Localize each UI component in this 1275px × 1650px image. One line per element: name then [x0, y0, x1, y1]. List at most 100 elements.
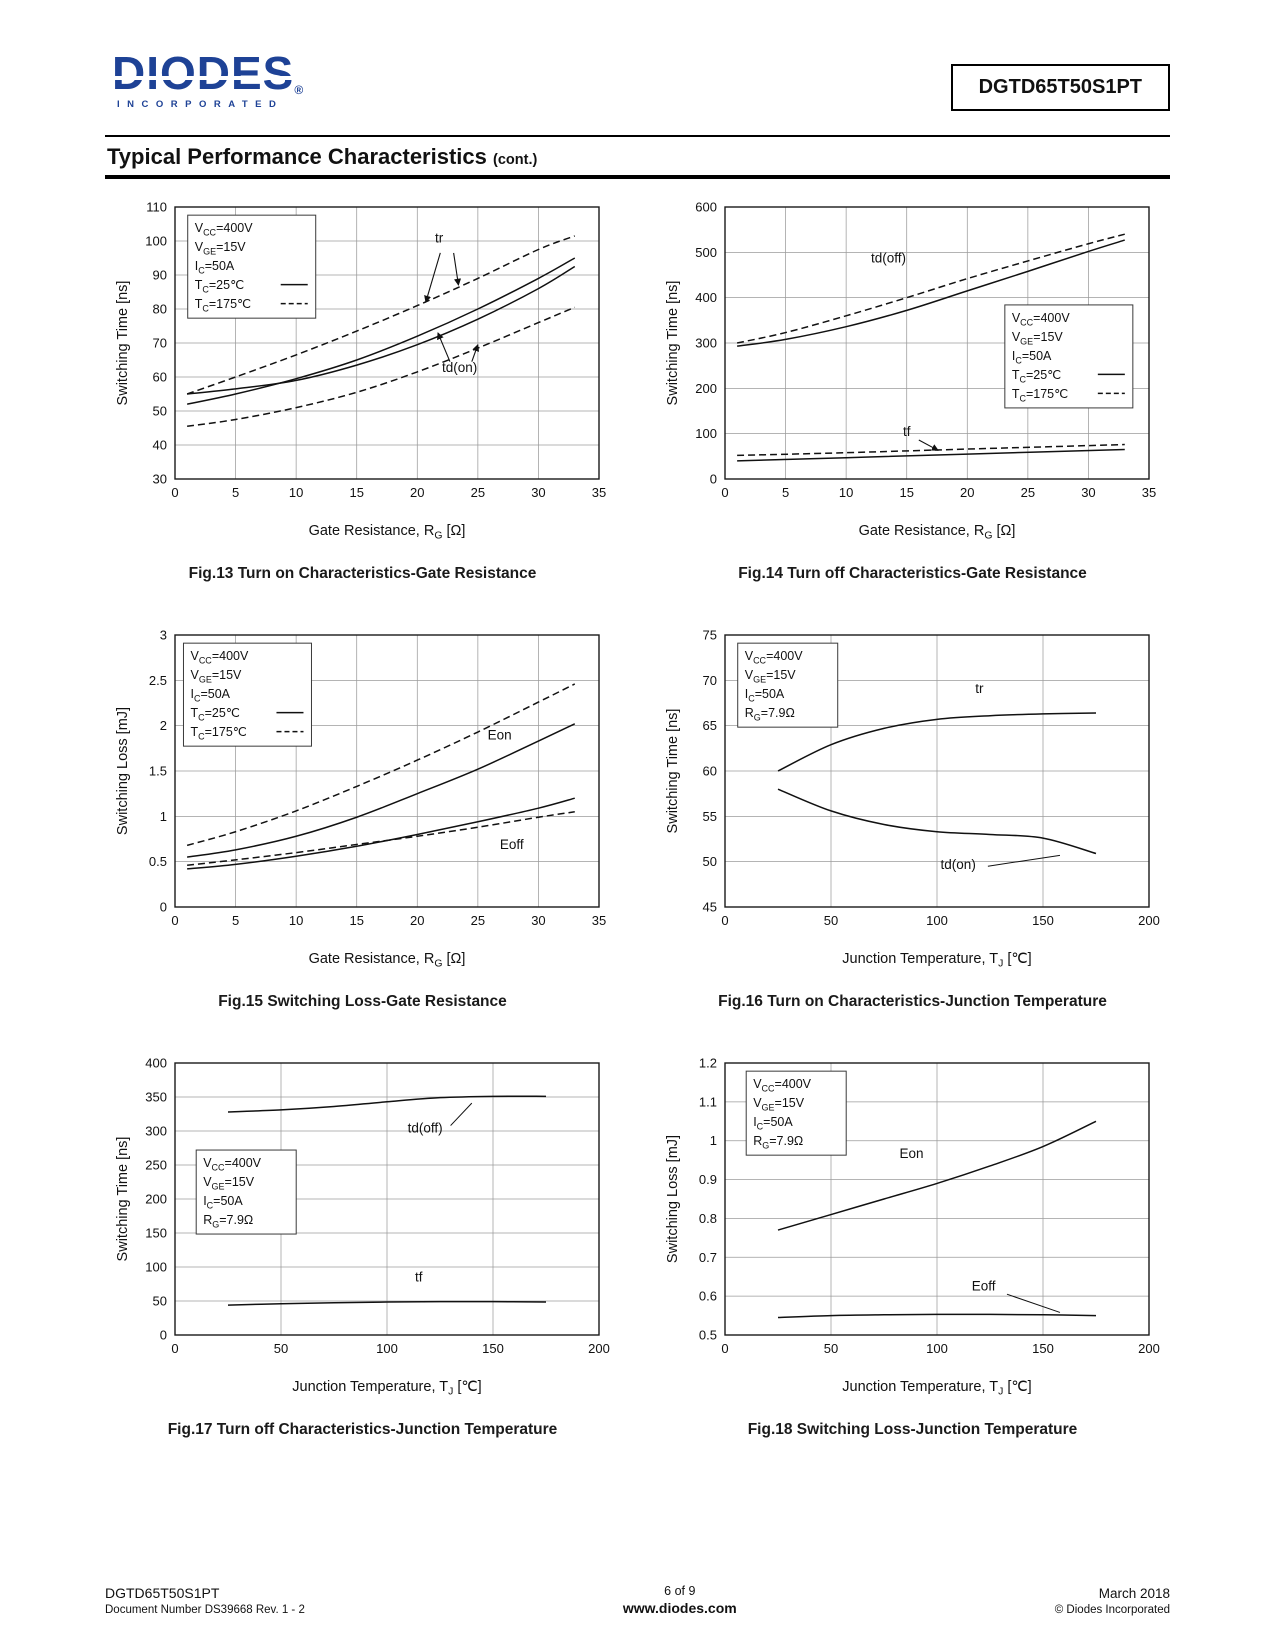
svg-text:300: 300 [145, 1123, 167, 1138]
svg-text:150: 150 [482, 1341, 504, 1356]
svg-text:RG=7.9Ω: RG=7.9Ω [203, 1213, 253, 1230]
svg-text:70: 70 [702, 672, 716, 687]
svg-text:td(on): td(on) [442, 359, 477, 374]
svg-text:VGE=15V: VGE=15V [1011, 329, 1063, 346]
svg-text:0: 0 [721, 1341, 728, 1356]
svg-text:200: 200 [1138, 1341, 1160, 1356]
svg-text:TC=175℃: TC=175℃ [1011, 386, 1067, 403]
svg-text:45: 45 [702, 899, 716, 914]
section-title-row: Typical Performance Characteristics (con… [107, 144, 1170, 170]
svg-text:150: 150 [1032, 1341, 1054, 1356]
svg-text:Gate Resistance, RG [Ω]: Gate Resistance, RG [Ω] [308, 951, 465, 970]
svg-text:1.5: 1.5 [148, 763, 166, 778]
svg-text:TC=25℃: TC=25℃ [194, 278, 243, 295]
footer-left: DGTD65T50S1PT Document Number DS39668 Re… [105, 1585, 305, 1616]
svg-text:30: 30 [1081, 485, 1095, 500]
svg-text:VGE=15V: VGE=15V [194, 240, 246, 257]
svg-text:60: 60 [702, 763, 716, 778]
svg-text:IC=50A: IC=50A [190, 687, 230, 704]
svg-text:IC=50A: IC=50A [203, 1194, 243, 1211]
svg-text:td(off): td(off) [871, 250, 906, 265]
svg-text:30: 30 [531, 913, 545, 928]
svg-text:Switching Time [ns]: Switching Time [ns] [665, 280, 681, 405]
svg-text:50: 50 [152, 1293, 166, 1308]
svg-text:0.8: 0.8 [698, 1210, 716, 1225]
diodes-logo-subtext: INCORPORATED [117, 99, 284, 110]
fig15-chart: 0 5 10 15 20 25 30 35 0 0.5 1 1.5 2 2.5 3 Gate Resistan… [115, 627, 606, 970]
svg-text:30: 30 [152, 471, 166, 486]
svg-text:RG=7.9Ω: RG=7.9Ω [744, 706, 794, 723]
svg-text:50: 50 [702, 854, 716, 869]
footer-center: 6 of 9 www.diodes.com [623, 1584, 737, 1616]
svg-text:50: 50 [823, 1341, 837, 1356]
fig13-caption: Fig.13 Turn on Characteristics-Gate Resi… [188, 564, 537, 582]
svg-text:0: 0 [171, 1341, 178, 1356]
footer-right: March 2018 © Diodes Incorporated [1055, 1586, 1170, 1616]
section-title-note: (cont.) [493, 152, 538, 168]
svg-text:0: 0 [721, 913, 728, 928]
svg-text:0.5: 0.5 [148, 854, 166, 869]
svg-text:IC=50A: IC=50A [1011, 348, 1051, 365]
svg-text:2: 2 [159, 718, 166, 733]
svg-text:25: 25 [470, 485, 484, 500]
fig18-chart: 0 50 100 150 200 0.5 0.6 0.7 0.8 0.9 1 1.1 1.2 Juncti… [665, 1055, 1160, 1397]
svg-text:0: 0 [171, 913, 178, 928]
svg-text:100: 100 [376, 1341, 398, 1356]
svg-text:200: 200 [695, 380, 717, 395]
svg-text:VCC=400V: VCC=400V [194, 221, 252, 238]
svg-text:Eoff: Eoff [499, 836, 523, 851]
svg-text:35: 35 [1141, 485, 1155, 500]
svg-text:35: 35 [591, 913, 605, 928]
svg-text:150: 150 [1032, 913, 1054, 928]
svg-text:Switching Time [ns]: Switching Time [ns] [115, 1136, 131, 1261]
svg-text:50: 50 [273, 1341, 287, 1356]
svg-text:100: 100 [695, 426, 717, 441]
svg-text:Switching Loss [mJ]: Switching Loss [mJ] [665, 1134, 681, 1262]
svg-text:1: 1 [159, 808, 166, 823]
svg-text:0: 0 [171, 485, 178, 500]
svg-text:TC=175℃: TC=175℃ [190, 725, 246, 742]
svg-text:1: 1 [709, 1133, 716, 1148]
registered-trademark-icon: ® [294, 83, 304, 97]
svg-text:Eon: Eon [487, 727, 511, 742]
svg-text:TC=25℃: TC=25℃ [1011, 367, 1060, 384]
svg-text:100: 100 [926, 1341, 948, 1356]
svg-text:20: 20 [410, 485, 424, 500]
fig13-figure: 0 5 10 15 20 25 30 35 30 40 50 60 70 80 90 100 110 Gate R… [103, 193, 623, 583]
fig13-chart: 0 5 10 15 20 25 30 35 30 40 50 60 70 80 90 100 110 Gate R… [115, 199, 606, 541]
svg-text:IC=50A: IC=50A [753, 1115, 793, 1132]
svg-text:Eon: Eon [899, 1146, 923, 1161]
svg-text:VCC=400V: VCC=400V [190, 649, 248, 666]
svg-text:Switching Time [ns]: Switching Time [ns] [665, 708, 681, 833]
svg-text:VGE=15V: VGE=15V [753, 1096, 805, 1113]
svg-text:90: 90 [152, 267, 166, 282]
divider-top [105, 135, 1170, 137]
svg-text:150: 150 [145, 1225, 167, 1240]
svg-text:200: 200 [145, 1191, 167, 1206]
svg-text:10: 10 [838, 485, 852, 500]
fig17-figure: 0 50 100 150 200 0 50 100 150 200 250 300 350 400 Junc… [103, 1049, 623, 1439]
svg-text:600: 600 [695, 199, 717, 214]
svg-text:tr: tr [434, 230, 443, 245]
svg-text:5: 5 [231, 913, 238, 928]
svg-text:15: 15 [349, 485, 363, 500]
svg-text:VGE=15V: VGE=15V [744, 668, 796, 685]
svg-text:TC=25℃: TC=25℃ [190, 706, 239, 723]
svg-text:Switching Loss [mJ]: Switching Loss [mJ] [115, 706, 131, 834]
fig16-figure: 0 50 100 150 200 45 50 55 60 65 70 75 Junction Tempe… [653, 621, 1173, 1011]
divider-bottom [105, 175, 1170, 179]
svg-text:110: 110 [146, 199, 167, 214]
page-footer: DGTD65T50S1PT Document Number DS39668 Re… [105, 1584, 1170, 1616]
fig14-caption: Fig.14 Turn off Characteristics-Gate Res… [738, 564, 1087, 582]
footer-part-number: DGTD65T50S1PT [105, 1585, 220, 1601]
fig17-caption: Fig.17 Turn off Characteristics-Junction… [167, 1420, 558, 1438]
section-title: Typical Performance Characteristics [107, 144, 487, 169]
svg-text:5: 5 [231, 485, 238, 500]
svg-text:10: 10 [288, 913, 302, 928]
svg-text:100: 100 [145, 1259, 167, 1274]
svg-text:td(off): td(off) [407, 1120, 442, 1135]
footer-website-link[interactable]: www.diodes.com [622, 1600, 737, 1616]
svg-text:30: 30 [531, 485, 545, 500]
svg-text:0.6: 0.6 [698, 1288, 716, 1303]
svg-text:Eoff: Eoff [971, 1278, 995, 1293]
